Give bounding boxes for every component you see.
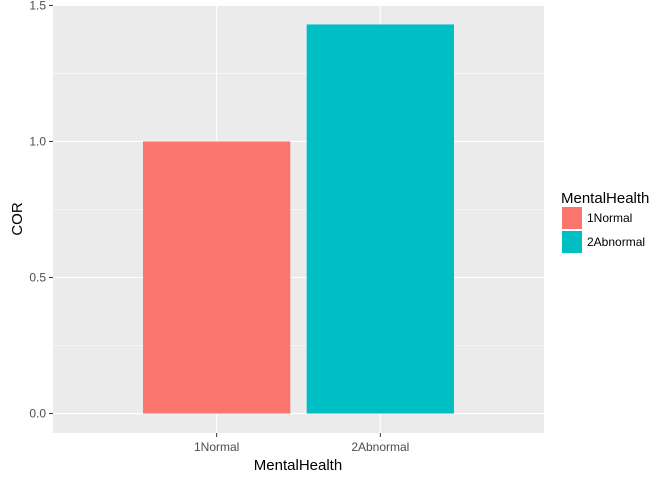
- x-axis-ticks: 1Normal 2Abnormal: [194, 433, 409, 454]
- legend-key-2abnormal: [562, 231, 582, 253]
- x-axis-title: MentalHealth: [254, 457, 342, 474]
- y-tick-label: 0.5: [29, 270, 46, 284]
- x-tick-label: 2Abnormal: [351, 440, 409, 454]
- legend: MentalHealth 1Normal 2Abnormal: [561, 190, 649, 253]
- legend-key-1normal: [562, 207, 582, 229]
- y-tick-label: 1.0: [29, 134, 46, 148]
- y-tick-label: 1.5: [29, 0, 46, 12]
- legend-label-2abnormal: 2Abnormal: [587, 235, 645, 249]
- panel-background: [53, 5, 544, 433]
- bars: [143, 24, 454, 414]
- legend-label-1normal: 1Normal: [587, 211, 632, 225]
- y-axis-ticks: 0.0 0.5 1.0 1.5: [29, 0, 53, 421]
- legend-title: MentalHealth: [561, 190, 649, 207]
- bar-2abnormal: [306, 24, 454, 414]
- bar-1normal: [143, 141, 291, 414]
- y-tick-label: 0.0: [29, 407, 46, 421]
- y-axis-title: COR: [9, 202, 26, 236]
- x-tick-label: 1Normal: [194, 440, 239, 454]
- minor-gridlines: [53, 73, 544, 346]
